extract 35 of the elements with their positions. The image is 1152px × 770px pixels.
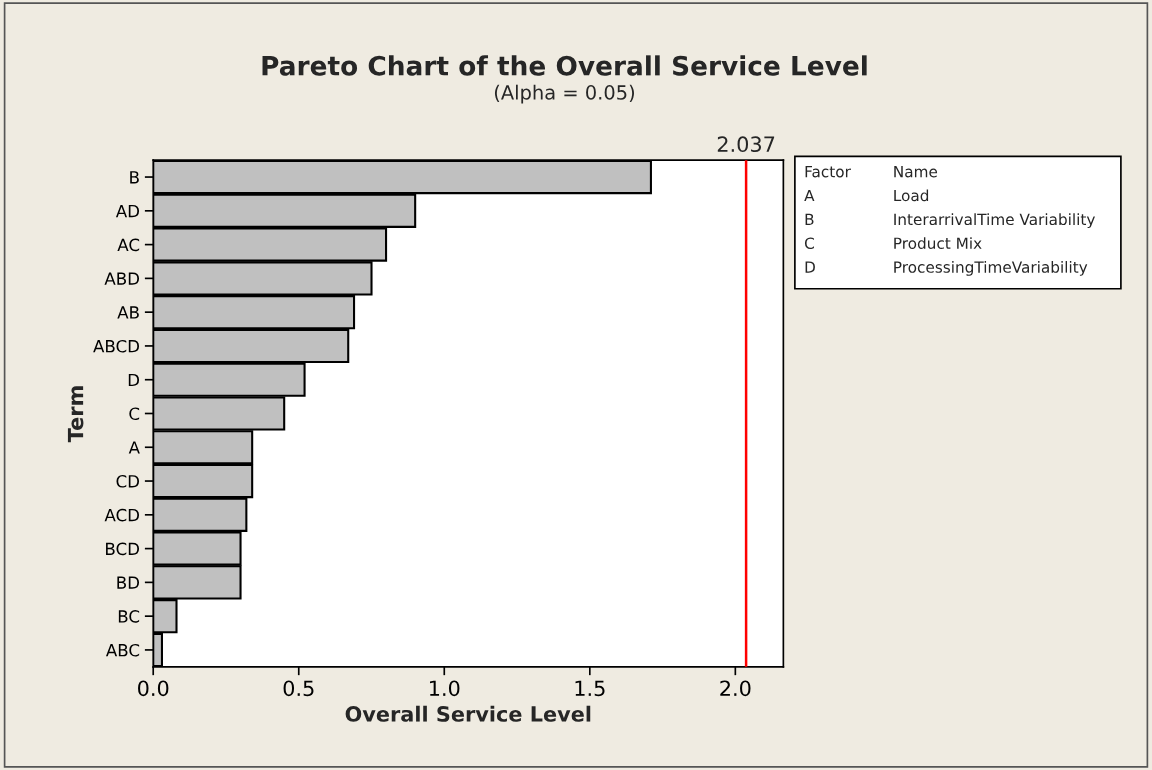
y-tick-label: AD <box>115 205 140 218</box>
chart-title: Pareto Chart of the Overall Service Level <box>262 55 867 76</box>
text: Factor <box>805 166 851 178</box>
y-tick-label: BC <box>118 610 140 623</box>
x-axis-title: Overall Service Level <box>345 705 591 722</box>
y-tick-label: A <box>128 441 140 454</box>
x-tick-label: 1.0 <box>430 680 460 697</box>
y-tick-label: BD <box>117 576 140 589</box>
y-tick-label: D <box>128 373 140 387</box>
x-tick-label: 2.0 <box>720 680 751 697</box>
y-tick-label: ABC <box>105 643 140 657</box>
ref-line-label: 2.037 <box>717 136 775 153</box>
text: C <box>804 237 814 249</box>
text: D <box>805 261 815 273</box>
text: Name <box>894 166 938 178</box>
y-tick-label: BCD <box>106 542 140 556</box>
text: Load <box>894 189 929 202</box>
text: InterarrivalTime Variability <box>894 213 1095 229</box>
text: Product Mix <box>894 237 982 249</box>
x-tick-label: 1.5 <box>575 680 605 697</box>
y-axis-title: Term <box>67 386 84 443</box>
y-tick-label: AC <box>117 238 140 252</box>
y-tick-label: ACD <box>104 508 140 522</box>
text: A <box>804 189 815 202</box>
y-tick-label: ABCD <box>93 339 140 353</box>
y-tick-label: CD <box>116 475 140 488</box>
x-tick-label: 0.5 <box>283 680 314 697</box>
y-tick-label: AB <box>117 306 139 319</box>
text: B <box>805 213 814 225</box>
y-tick-label: C <box>129 407 140 421</box>
x-tick-label: 0.0 <box>138 680 169 697</box>
y-tick-label: ABD <box>104 272 140 285</box>
y-tick-label: B <box>130 171 139 184</box>
chart-subtitle: (Alpha = 0.05) <box>494 84 635 104</box>
text: ProcessingTimeVariability <box>894 261 1088 276</box>
